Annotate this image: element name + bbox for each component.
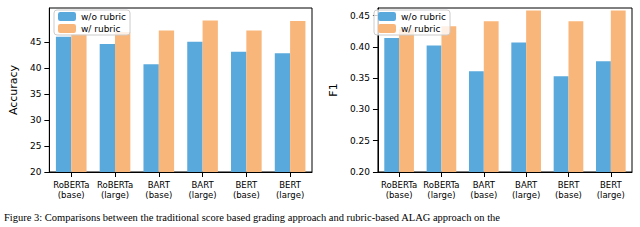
svg-text:45: 45 bbox=[30, 37, 41, 47]
svg-text:BART: BART bbox=[515, 180, 538, 190]
svg-text:(large): (large) bbox=[101, 190, 129, 200]
svg-text:BART: BART bbox=[191, 180, 214, 190]
svg-text:40: 40 bbox=[30, 63, 42, 73]
svg-text:(base): (base) bbox=[145, 190, 172, 200]
svg-text:0.20: 0.20 bbox=[350, 167, 370, 177]
svg-text:RoBERTa: RoBERTa bbox=[423, 180, 459, 190]
svg-text:(base): (base) bbox=[555, 190, 582, 200]
svg-text:(large): (large) bbox=[276, 190, 304, 200]
svg-text:w/o rubric: w/o rubric bbox=[81, 12, 126, 22]
svg-text:(base): (base) bbox=[58, 190, 85, 200]
svg-text:w/ rubric: w/ rubric bbox=[81, 24, 121, 34]
svg-text:w/o rubric: w/o rubric bbox=[401, 12, 446, 22]
svg-text:Accuracy: Accuracy bbox=[7, 64, 20, 115]
html-text:Figure 3: Comparisons between: Figure 3: Comparisons between the tradit… bbox=[4, 212, 500, 223]
svg-text:RoBERTa: RoBERTa bbox=[97, 180, 133, 190]
svg-text:(base): (base) bbox=[233, 190, 260, 200]
svg-text:(base): (base) bbox=[470, 190, 497, 200]
svg-text:RoBERTa: RoBERTa bbox=[53, 180, 89, 190]
svg-text:35: 35 bbox=[30, 89, 41, 99]
svg-text:(large): (large) bbox=[512, 190, 540, 200]
svg-text:0.45: 0.45 bbox=[350, 11, 370, 21]
svg-text:0.25: 0.25 bbox=[350, 136, 370, 146]
svg-text:RoBERTa: RoBERTa bbox=[381, 180, 417, 190]
svg-text:25: 25 bbox=[30, 141, 41, 151]
svg-text:BART: BART bbox=[473, 180, 496, 190]
svg-text:30: 30 bbox=[30, 115, 42, 125]
svg-text:(large): (large) bbox=[188, 190, 216, 200]
svg-text:(large): (large) bbox=[597, 190, 625, 200]
svg-text:20: 20 bbox=[30, 167, 42, 177]
svg-text:w/ rubric: w/ rubric bbox=[401, 24, 441, 34]
svg-text:BERT: BERT bbox=[235, 180, 257, 190]
svg-text:(base): (base) bbox=[386, 190, 413, 200]
svg-text:0.30: 0.30 bbox=[350, 104, 370, 114]
svg-text:BERT: BERT bbox=[279, 180, 301, 190]
svg-text:0.40: 0.40 bbox=[350, 42, 370, 52]
svg-text:(large): (large) bbox=[427, 190, 455, 200]
svg-text:F1: F1 bbox=[327, 83, 340, 96]
svg-text:BERT: BERT bbox=[558, 180, 580, 190]
svg-text:BART: BART bbox=[148, 180, 171, 190]
svg-text:0.35: 0.35 bbox=[350, 73, 370, 83]
svg-text:BERT: BERT bbox=[600, 180, 622, 190]
